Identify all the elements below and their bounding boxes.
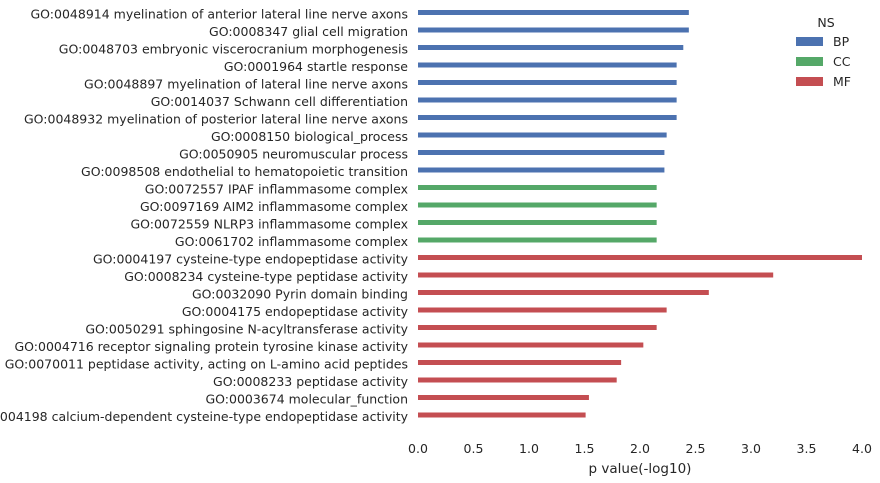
bars bbox=[418, 10, 862, 418]
bar-24 bbox=[418, 412, 586, 418]
x-axis-title: p value(-log10) bbox=[589, 461, 692, 477]
legend-swatch-mf bbox=[796, 77, 823, 86]
bar-6 bbox=[418, 97, 677, 103]
category-label: GO:0008233 peptidase activity bbox=[213, 374, 409, 389]
category-label: GO:0070011 peptidase activity, acting on… bbox=[5, 357, 408, 372]
category-label: GO:0072559 NLRP3 inflammasome complex bbox=[130, 217, 408, 232]
category-label: GO:0004198 calcium-dependent cysteine-ty… bbox=[0, 409, 409, 424]
bar-8 bbox=[418, 132, 667, 138]
legend-swatch-cc bbox=[796, 57, 823, 66]
bar-17 bbox=[418, 290, 709, 295]
x-tick-label: 0.5 bbox=[464, 441, 484, 456]
category-label: GO:0050291 sphingosine N-acyltransferase… bbox=[85, 322, 408, 337]
category-label: GO:0008150 biological_process bbox=[211, 129, 408, 144]
bar-10 bbox=[418, 167, 665, 173]
category-label: GO:0048914 myelination of anterior later… bbox=[30, 7, 408, 22]
x-tick-label: 3.5 bbox=[797, 441, 817, 456]
bar-14 bbox=[418, 237, 657, 243]
category-label: GO:0004716 receptor signaling protein ty… bbox=[15, 339, 409, 354]
category-label: GO:0050905 neuromuscular process bbox=[179, 147, 408, 162]
category-label: GO:0014037 Schwann cell differentiation bbox=[151, 94, 408, 109]
category-label: GO:0004175 endopeptidase activity bbox=[182, 304, 409, 319]
x-tick-label: 1.5 bbox=[575, 441, 595, 456]
category-label: GO:0097169 AIM2 inflammasome complex bbox=[140, 199, 408, 214]
category-label: GO:0072557 IPAF inflammasome complex bbox=[145, 182, 408, 197]
x-tick-label: 4.0 bbox=[852, 441, 872, 456]
bar-4 bbox=[418, 62, 677, 68]
category-label: GO:0048932 myelination of posterior late… bbox=[24, 112, 408, 127]
category-label: GO:0004197 cysteine-type endopeptidase a… bbox=[93, 252, 409, 267]
category-label: GO:0008234 cysteine-type peptidase activ… bbox=[124, 269, 408, 284]
legend-title: NS bbox=[817, 15, 834, 30]
bar-1 bbox=[418, 10, 689, 15]
category-label: GO:0032090 Pyrin domain binding bbox=[192, 287, 408, 302]
bar-20 bbox=[418, 342, 644, 348]
bar-12 bbox=[418, 202, 657, 208]
x-tick-labels: 0.0 0.5 1.0 1.5 2.0 2.5 3.0 3.5 4.0 bbox=[408, 441, 872, 456]
legend-label-cc: CC bbox=[833, 54, 851, 69]
bar-22 bbox=[418, 377, 617, 383]
bar-5 bbox=[418, 80, 677, 85]
bar-18 bbox=[418, 307, 667, 313]
bar-9 bbox=[418, 150, 665, 155]
bar-7 bbox=[418, 115, 677, 120]
legend-label-mf: MF bbox=[833, 74, 851, 89]
category-label: GO:0001964 startle response bbox=[224, 59, 408, 74]
bar-16 bbox=[418, 272, 774, 278]
legend-swatch-bp bbox=[796, 37, 823, 46]
bar-11 bbox=[418, 185, 657, 190]
x-tick-label: 2.5 bbox=[686, 441, 706, 456]
legend-entries: BP CC MF bbox=[796, 34, 851, 89]
bar-23 bbox=[418, 395, 589, 400]
bar-13 bbox=[418, 220, 657, 225]
category-label: GO:0008347 glial cell migration bbox=[209, 24, 408, 39]
category-label: GO:0048897 myelination of lateral line n… bbox=[84, 77, 408, 92]
category-label: GO:0048703 embryonic viscerocranium morp… bbox=[59, 42, 408, 57]
category-label: GO:0061702 inflammasome complex bbox=[175, 234, 408, 249]
category-label: GO:0003674 molecular_function bbox=[205, 392, 408, 407]
legend-label-bp: BP bbox=[833, 34, 850, 49]
bar-15 bbox=[418, 255, 862, 260]
bar-19 bbox=[418, 325, 657, 330]
x-tick-label: 2.0 bbox=[630, 441, 650, 456]
x-tick-label: 3.0 bbox=[741, 441, 761, 456]
bar-21 bbox=[418, 360, 622, 365]
bar-3 bbox=[418, 45, 684, 50]
legend: NS BP CC MF bbox=[796, 15, 851, 89]
category-label: GO:0098508 endothelial to hematopoietic … bbox=[81, 164, 408, 179]
category-labels: GO:0048914 myelination of anterior later… bbox=[0, 7, 409, 425]
x-tick-label: 1.0 bbox=[519, 441, 539, 456]
x-tick-label: 0.0 bbox=[408, 441, 428, 456]
bar-2 bbox=[418, 27, 689, 33]
